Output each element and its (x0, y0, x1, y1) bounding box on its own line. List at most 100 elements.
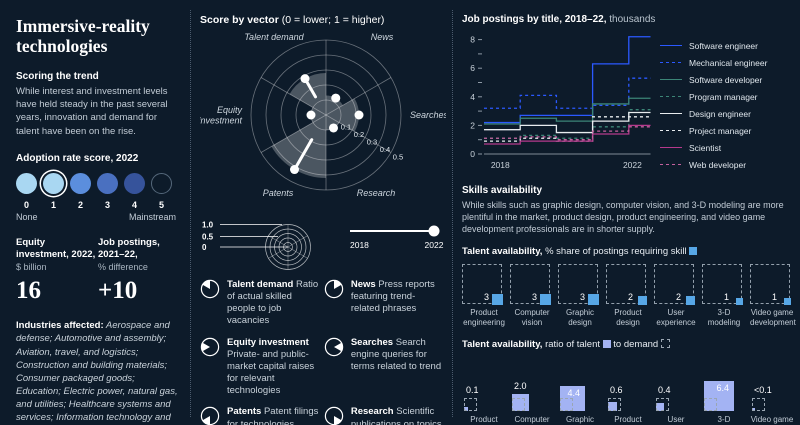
legend-label: Design engineer (689, 108, 751, 119)
share-box: 3 (558, 264, 599, 306)
share-row-label-bold: Talent availability, (462, 246, 543, 258)
demand-square (512, 398, 525, 412)
share-filled-square (492, 294, 503, 306)
talent-square (656, 403, 664, 412)
series-line-scientist (484, 124, 651, 145)
share-box: 2 (654, 264, 695, 306)
share-box: 2 (606, 264, 647, 306)
vector-direction-icon (200, 407, 220, 425)
svg-text:0.5: 0.5 (393, 153, 403, 162)
adoption-scale-ends: None Mainstream (16, 212, 176, 222)
ratio-cell-product-engineering: 0.1 (462, 357, 506, 412)
score-by-vector-heading-note: (0 = lower; 1 = higher) (278, 14, 385, 26)
series-line-web-developer (484, 126, 651, 141)
share-value: 1 (723, 292, 729, 303)
svg-text:Patents: Patents (263, 188, 294, 198)
demand-square (752, 398, 765, 412)
legend-item-software-developer: Software developer (660, 71, 767, 88)
svg-text:2018: 2018 (350, 240, 369, 250)
share-cell-user-experience: 2 User experience (654, 264, 698, 328)
legend-line-sample (660, 78, 682, 81)
vector-direction-icon (200, 279, 220, 299)
timeline-slider[interactable]: 2018 2022 (346, 215, 446, 261)
talent-square (608, 402, 617, 412)
demand-square (704, 398, 717, 412)
legend-item-program-manager: Program manager (660, 88, 767, 105)
timeline-handle[interactable] (428, 225, 440, 237)
svg-text:8: 8 (470, 35, 475, 45)
score-by-vector-radar-chart: 0.10.20.30.40.5 Talent demand News Searches… (198, 32, 448, 198)
adoption-score-number: 2 (77, 199, 83, 210)
legend-label: Project manager (689, 125, 752, 136)
share-value: 3 (483, 292, 489, 303)
legend-item-scientist: Scientist (660, 139, 767, 156)
share-cell-product-engineering: 3 Product engineering (462, 264, 506, 328)
vector-definition-research: Research Scientific publications on topi… (324, 406, 444, 425)
ratio-cell-3-d-modeling: 6.4 (702, 357, 746, 412)
vector-definition-equity-investment: Equity investment Private- and public-ma… (200, 337, 324, 398)
ratio-row-label-rest1: ratio of talent (542, 339, 603, 351)
legend-label: Mechanical engineer (689, 57, 768, 68)
legend-line-sample (660, 61, 682, 64)
ratio-cell-computer-vision: 2.0 (510, 357, 554, 412)
vector-direction-icon (324, 279, 344, 299)
equity-investment-stat: Equity investment, 2022, $ billion 16 (16, 237, 98, 306)
svg-text:0.1: 0.1 (341, 123, 351, 132)
vector-definition-searches: Searches Search engine queries for terms… (324, 337, 444, 398)
talent-square (464, 407, 468, 412)
vector-definition-talent-demand: Talent demand Ratio of actual skilled pe… (200, 279, 324, 328)
job-postings-chart-title-unit: thousands (606, 14, 656, 25)
ratio-value: 6.4 (716, 383, 729, 394)
definition-term: Talent demand (227, 279, 294, 290)
svg-text:0: 0 (470, 149, 475, 159)
legend-line-sample (660, 112, 682, 115)
svg-text:0.3: 0.3 (367, 138, 377, 147)
share-row-label: Talent availability, % share of postings… (462, 246, 794, 257)
series-line-software-developer (484, 97, 651, 125)
adoption-score-circle-0 (16, 172, 37, 194)
share-cell-product-design: 2 Product design (606, 264, 650, 328)
series-line-software-engineer (484, 36, 651, 124)
column-divider-right (452, 10, 453, 417)
left-column: Immersive-reality technologies Scoring t… (16, 16, 180, 425)
share-filled-square (686, 296, 695, 306)
industries-affected-list: Aerospace and defense; Automotive and as… (16, 320, 178, 424)
radar-scale-key: 1.0 0.50 (202, 221, 311, 270)
legend-label: Software engineer (689, 40, 758, 51)
ratio-cell-video-game-development: <0.1 (750, 357, 794, 412)
adoption-score-number: 3 (104, 199, 110, 210)
share-value: 2 (675, 292, 681, 303)
score-by-vector-section: Score by vector (0 = lower; 1 = higher) … (198, 14, 449, 425)
share-of-postings-row: 3 Product engineering 3 Computer vision 3 Graph… (462, 264, 796, 328)
industries-affected: Industries affected: Aerospace and defen… (16, 319, 180, 425)
share-filled-square (784, 298, 791, 306)
legend-line-sample (660, 44, 682, 47)
share-value: 3 (531, 292, 537, 303)
legend-line-sample (660, 163, 682, 166)
share-cell-computer-vision: 3 Computer vision (510, 264, 554, 328)
share-filled-square (588, 294, 599, 306)
job-postings-stat: Job postings, 2021–22, % difference +10 (98, 237, 180, 306)
scoring-trend-text: While interest and investment levels hav… (16, 86, 168, 137)
share-value: 1 (771, 292, 777, 303)
definition-text: Patent filings for technologies related … (227, 406, 319, 425)
share-legend-swatch (689, 247, 698, 256)
share-box: 3 (462, 264, 503, 306)
svg-text:0.2: 0.2 (354, 130, 364, 139)
legend-label: Program manager (689, 91, 758, 102)
job-postings-chart-title-bold: Job postings by title, 2018–22, (462, 14, 607, 25)
legend-label: Web developer (689, 159, 747, 170)
